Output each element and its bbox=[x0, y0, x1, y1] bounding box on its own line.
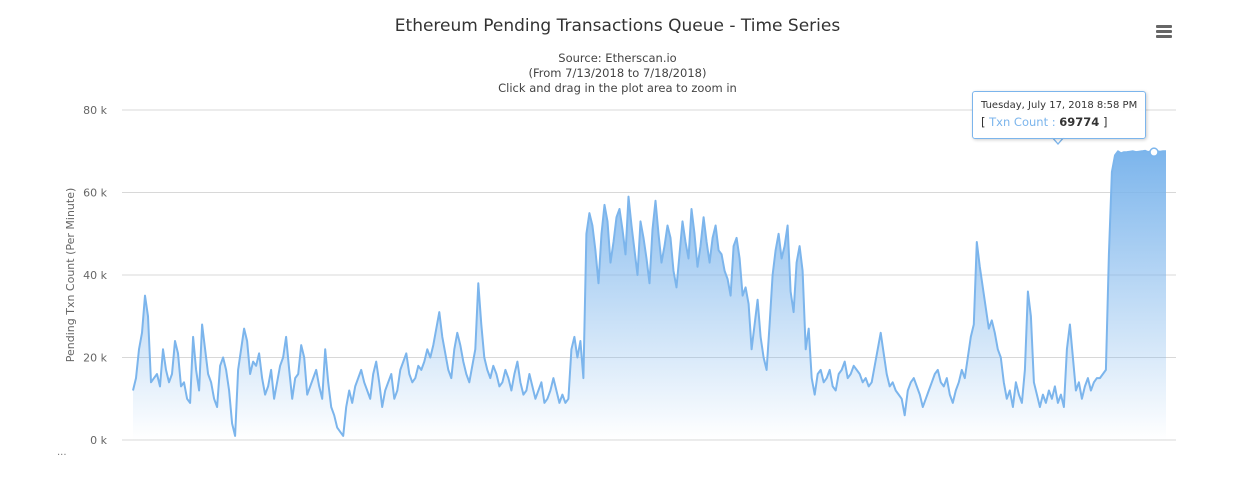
hover-point bbox=[1149, 147, 1159, 157]
tooltip: Tuesday, July 17, 2018 8:58 PM [ Txn Cou… bbox=[972, 91, 1146, 139]
tooltip-date: Tuesday, July 17, 2018 8:58 PM bbox=[981, 100, 1138, 111]
tooltip-series-label: Txn Count bbox=[989, 115, 1049, 129]
tooltip-line: [ Txn Count : 69774 ] bbox=[981, 115, 1107, 129]
hamburger-menu-icon[interactable] bbox=[1153, 22, 1175, 42]
y-tick-label: 40 k bbox=[83, 269, 107, 282]
chart-subtitle-source: Source: Etherscan.io bbox=[558, 51, 677, 65]
tooltip-value: 69774 bbox=[1059, 115, 1100, 129]
series-line-txn-count[interactable] bbox=[132, 149, 1166, 437]
y-axis-label: Pending Txn Count (Per Minute) bbox=[64, 188, 77, 363]
tooltip-open-bracket: [ bbox=[981, 115, 986, 129]
chart-title: Ethereum Pending Transactions Queue - Ti… bbox=[394, 16, 841, 36]
tooltip-arrow-fill bbox=[1052, 136, 1064, 143]
chart-subtitle-hint: Click and drag in the plot area to zoom … bbox=[498, 81, 737, 95]
chart-subtitle-range: (From 7/13/2018 to 7/18/2018) bbox=[528, 66, 707, 80]
tooltip-close-bracket: ] bbox=[1102, 115, 1108, 129]
y-tick-label: 20 k bbox=[83, 352, 107, 365]
y-tick-label: 60 k bbox=[83, 187, 107, 200]
tooltip-separator: : bbox=[1051, 115, 1056, 129]
credits: ... bbox=[57, 447, 67, 458]
y-tick-label: 80 k bbox=[83, 104, 107, 117]
y-tick-label: 0 k bbox=[90, 434, 107, 447]
series-area-fill bbox=[133, 150, 1166, 441]
